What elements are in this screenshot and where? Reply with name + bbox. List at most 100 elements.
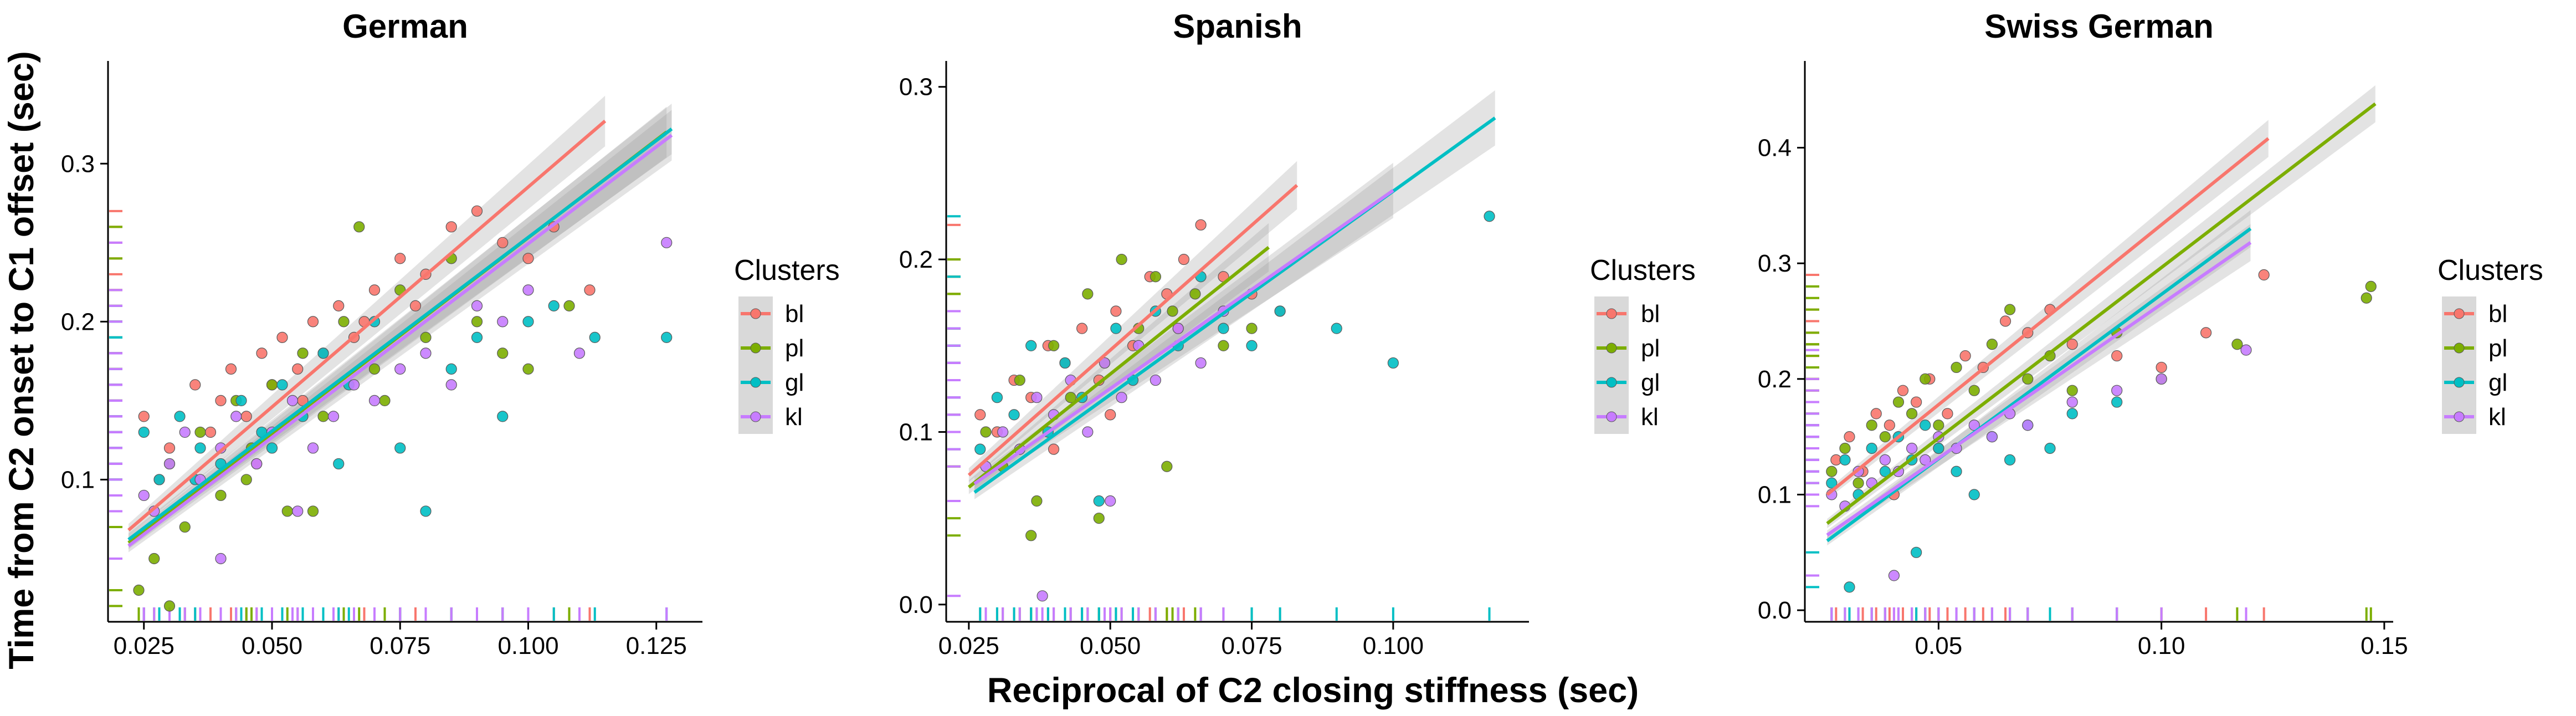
regression-line-kl <box>973 189 1394 485</box>
y-axis-title: Time from C2 onset to C1 offset (sec) <box>2 51 41 669</box>
data-point-gl <box>1933 442 1944 454</box>
data-point-bl <box>189 379 201 391</box>
data-point-gl <box>548 300 560 311</box>
data-point-bl <box>2258 269 2270 281</box>
panel-title: Swiss German <box>1984 8 2214 45</box>
data-point-pl <box>163 600 176 612</box>
data-point-pl <box>317 411 329 422</box>
data-point-pl <box>368 363 381 375</box>
x-tick-label: 0.050 <box>242 632 302 659</box>
legend-label-bl: bl <box>785 300 804 328</box>
data-point-pl <box>297 347 309 359</box>
legend: Clusters bl pl gl kl <box>2438 254 2543 434</box>
data-point-bl <box>1076 323 1088 334</box>
data-point-pl <box>1892 396 1905 408</box>
data-point-kl <box>2066 396 2078 408</box>
legend-label-gl: gl <box>2488 369 2507 396</box>
data-point-pl <box>1866 420 1877 431</box>
data-point-pl <box>2231 339 2243 350</box>
data-point-kl <box>2111 385 2123 396</box>
data-point-kl <box>251 458 263 470</box>
data-point-pl <box>1025 530 1037 541</box>
x-tick-label: 0.125 <box>626 632 687 659</box>
data-point-kl <box>138 489 150 502</box>
legend-key-point-pl <box>1606 342 1617 354</box>
data-point-pl <box>179 521 191 533</box>
panel-1: Spanish 0.025 0.050 0.075 0.100 0.0 0.1 0.2 0.3 C… <box>899 8 1696 659</box>
data-point-bl <box>584 284 596 296</box>
regression-line-kl <box>127 134 673 548</box>
data-point-kl <box>163 458 176 470</box>
data-point-pl <box>1167 305 1178 317</box>
data-point-pl <box>148 553 160 565</box>
regression-line-gl <box>1826 227 2252 543</box>
y-tick-label: 0.4 <box>1758 134 1792 161</box>
data-point-bl <box>240 411 252 422</box>
y-tick-label: 0.1 <box>61 466 95 493</box>
data-point-bl <box>1959 350 1971 362</box>
data-point-bl <box>225 363 237 375</box>
data-point-pl <box>2365 280 2377 292</box>
y-tick-label: 0.0 <box>899 591 933 618</box>
data-point-bl <box>215 395 227 407</box>
legend-label-kl: kl <box>2488 403 2506 431</box>
data-point-kl <box>1906 442 1918 454</box>
x-tick-label: 0.025 <box>114 632 175 659</box>
data-point-bl <box>368 284 381 296</box>
data-point-gl <box>991 392 1003 403</box>
data-point-kl <box>1888 570 1900 581</box>
panels: German 0.025 0.050 0.075 0.100 0.125 0.1 0.2 0.3… <box>61 8 2543 659</box>
data-point-kl <box>2022 420 2034 431</box>
data-point-bl <box>2156 361 2167 374</box>
legend-key-point-bl <box>1606 308 1617 319</box>
legend-label-kl: kl <box>1641 403 1659 431</box>
y-tick-label: 0.2 <box>61 308 95 335</box>
legend-label-pl: pl <box>1641 335 1660 362</box>
y-tick-label: 0.3 <box>61 150 95 177</box>
data-point-gl <box>2111 396 2123 408</box>
regression-line-gl <box>973 116 1496 494</box>
data-point-kl <box>997 426 1009 438</box>
data-point-kl <box>1031 392 1043 403</box>
data-point-bl <box>276 331 288 343</box>
data-point-pl <box>240 474 252 485</box>
panel-2: Swiss German 0.05 0.10 0.15 0.0 0.1 0.2 0.3 0.4 C… <box>1758 8 2543 659</box>
data-point-kl <box>1082 426 1094 438</box>
data-point-kl <box>420 347 432 359</box>
data-point-pl <box>133 584 145 596</box>
data-point-gl <box>1839 454 1851 466</box>
data-point-gl <box>2066 408 2078 420</box>
data-point-pl <box>307 505 319 517</box>
data-point-kl <box>179 426 191 438</box>
x-axis-title: Reciprocal of C2 closing stiffness (sec) <box>987 671 1639 710</box>
data-point-bl <box>2111 350 2123 362</box>
data-point-bl <box>1999 315 2011 327</box>
data-point-gl <box>1920 420 1931 431</box>
legend-key-point-gl <box>2454 377 2465 388</box>
regression-line-bl <box>127 120 607 531</box>
data-point-gl <box>522 316 534 328</box>
data-point-kl <box>292 505 304 517</box>
confidence-band-bl <box>968 161 1297 482</box>
data-point-bl <box>292 363 304 375</box>
legend: Clusters bl pl gl kl <box>734 254 840 434</box>
data-point-kl <box>394 363 406 375</box>
data-point-bl <box>1897 385 1909 396</box>
y-tick-label: 0.3 <box>1758 250 1792 277</box>
regression-line-bl <box>967 183 1299 477</box>
data-point-pl <box>1161 461 1173 472</box>
data-point-pl <box>1048 340 1060 351</box>
data-point-gl <box>138 426 150 438</box>
data-point-pl <box>420 331 432 343</box>
data-point-pl <box>563 300 575 311</box>
data-point-pl <box>497 347 509 359</box>
data-point-pl <box>1246 323 1258 334</box>
legend-label-gl: gl <box>1641 369 1660 396</box>
data-point-gl <box>1218 323 1229 334</box>
data-point-kl <box>307 442 319 454</box>
legend-key-point-kl <box>2454 411 2465 422</box>
legend-label-bl: bl <box>2488 300 2507 328</box>
data-point-gl <box>1879 466 1891 477</box>
data-point-pl <box>1826 466 1838 477</box>
